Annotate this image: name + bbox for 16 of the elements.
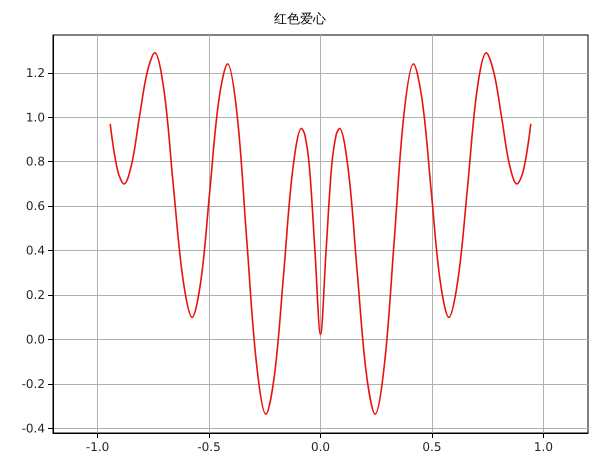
y-tick-label: 0.8 — [26, 154, 45, 169]
y-tick-label: 0.6 — [26, 199, 45, 214]
x-tick-label: 1.0 — [534, 440, 553, 454]
x-tick-label: 0.0 — [310, 440, 330, 454]
y-tick-label: 0.2 — [26, 288, 45, 302]
line-series — [109, 52, 532, 415]
y-tick-label: -0.4 — [22, 422, 45, 436]
x-tick-label: -1.0 — [86, 440, 110, 454]
y-tick-label: 0.4 — [26, 244, 45, 258]
y-tick-label: 1.2 — [26, 66, 45, 80]
y-tick-label: 1.0 — [26, 110, 45, 124]
x-tick-label: 0.5 — [422, 440, 442, 454]
y-tick-label: -0.2 — [22, 377, 45, 392]
chart-title: 红色爱心 — [274, 11, 326, 27]
y-tick-label: 0.0 — [26, 332, 45, 347]
x-tick-label: -0.5 — [197, 440, 221, 454]
